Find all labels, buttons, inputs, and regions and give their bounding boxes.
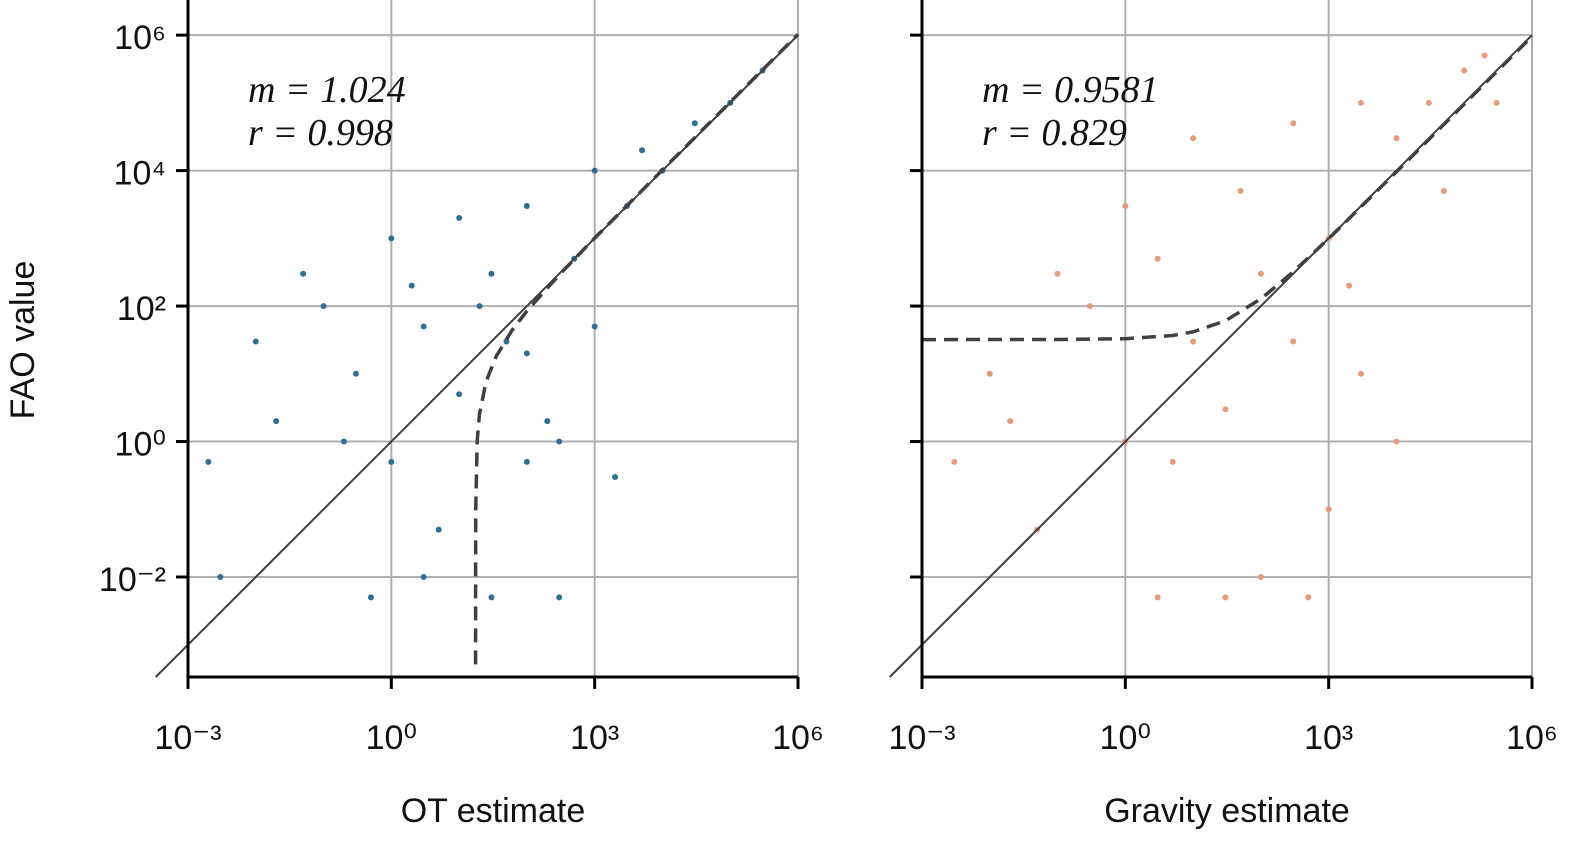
annotation: m = 1.024 [248,69,406,111]
x-tick-label: 10⁰ [1100,719,1151,757]
x-axis-label: OT estimate [401,792,586,830]
point [1346,282,1353,289]
point [456,391,463,398]
y-tick-label: 10⁴ [114,155,166,193]
point [1290,120,1297,127]
point [1440,187,1447,194]
point [1325,506,1332,513]
point [1237,187,1244,194]
x-tick-label: 10⁻³ [154,719,221,757]
annotation: m = 0.9581 [982,69,1159,111]
x-tick-label: 10⁻³ [888,719,955,757]
point [1305,594,1312,601]
x-tick-label: 10³ [1304,719,1353,757]
x-tick-label: 10⁶ [772,719,824,757]
x-tick-label: 10⁰ [366,719,417,757]
fit-curve [473,33,800,665]
point [420,574,427,581]
y-tick-label: 10⁻² [99,561,166,599]
point [1290,338,1297,345]
point [1222,406,1229,413]
point [340,438,347,445]
point [320,303,327,310]
point [1257,270,1264,277]
y-tick-label: 10² [117,290,166,328]
x-tick-label: 10⁶ [1506,719,1558,757]
point [205,458,212,465]
point [367,594,374,601]
point [1358,99,1365,106]
point [252,338,259,345]
point [1393,438,1400,445]
point [1425,99,1432,106]
point [1493,99,1500,106]
y-axis-label: FAO value [4,261,42,420]
annotation: r = 0.829 [982,112,1127,154]
point [1461,67,1468,74]
point [388,235,395,242]
point [1154,255,1161,262]
point [217,574,224,581]
point [1190,135,1197,142]
point [1086,303,1093,310]
point [1481,52,1488,59]
point [556,594,563,601]
point [639,147,646,154]
point [612,473,619,480]
point [1190,338,1197,345]
point [523,203,530,210]
point [300,270,307,277]
point [1169,458,1176,465]
point [1222,594,1229,601]
point [691,120,698,127]
x-axis-label: Gravity estimate [1104,792,1350,830]
x-tick-label: 10³ [570,719,619,757]
point [1393,135,1400,142]
point [488,270,495,277]
point [420,323,427,330]
point [435,526,442,533]
point [523,458,530,465]
point [476,303,483,310]
point [1122,203,1129,210]
point [1257,574,1264,581]
annotation: r = 0.998 [248,112,393,154]
point [556,438,563,445]
point [408,282,415,289]
point [951,458,958,465]
point [523,350,530,357]
point [544,418,551,425]
y-tick-label: 10⁶ [114,19,166,57]
point [352,370,359,377]
point [986,370,993,377]
point [1054,270,1061,277]
point [591,167,598,174]
point [1154,594,1161,601]
point [488,594,495,601]
point [1358,370,1365,377]
point [273,418,280,425]
point [591,323,598,330]
point [456,214,463,221]
y-tick-label: 10⁰ [115,426,166,464]
point [388,458,395,465]
point [1007,418,1014,425]
